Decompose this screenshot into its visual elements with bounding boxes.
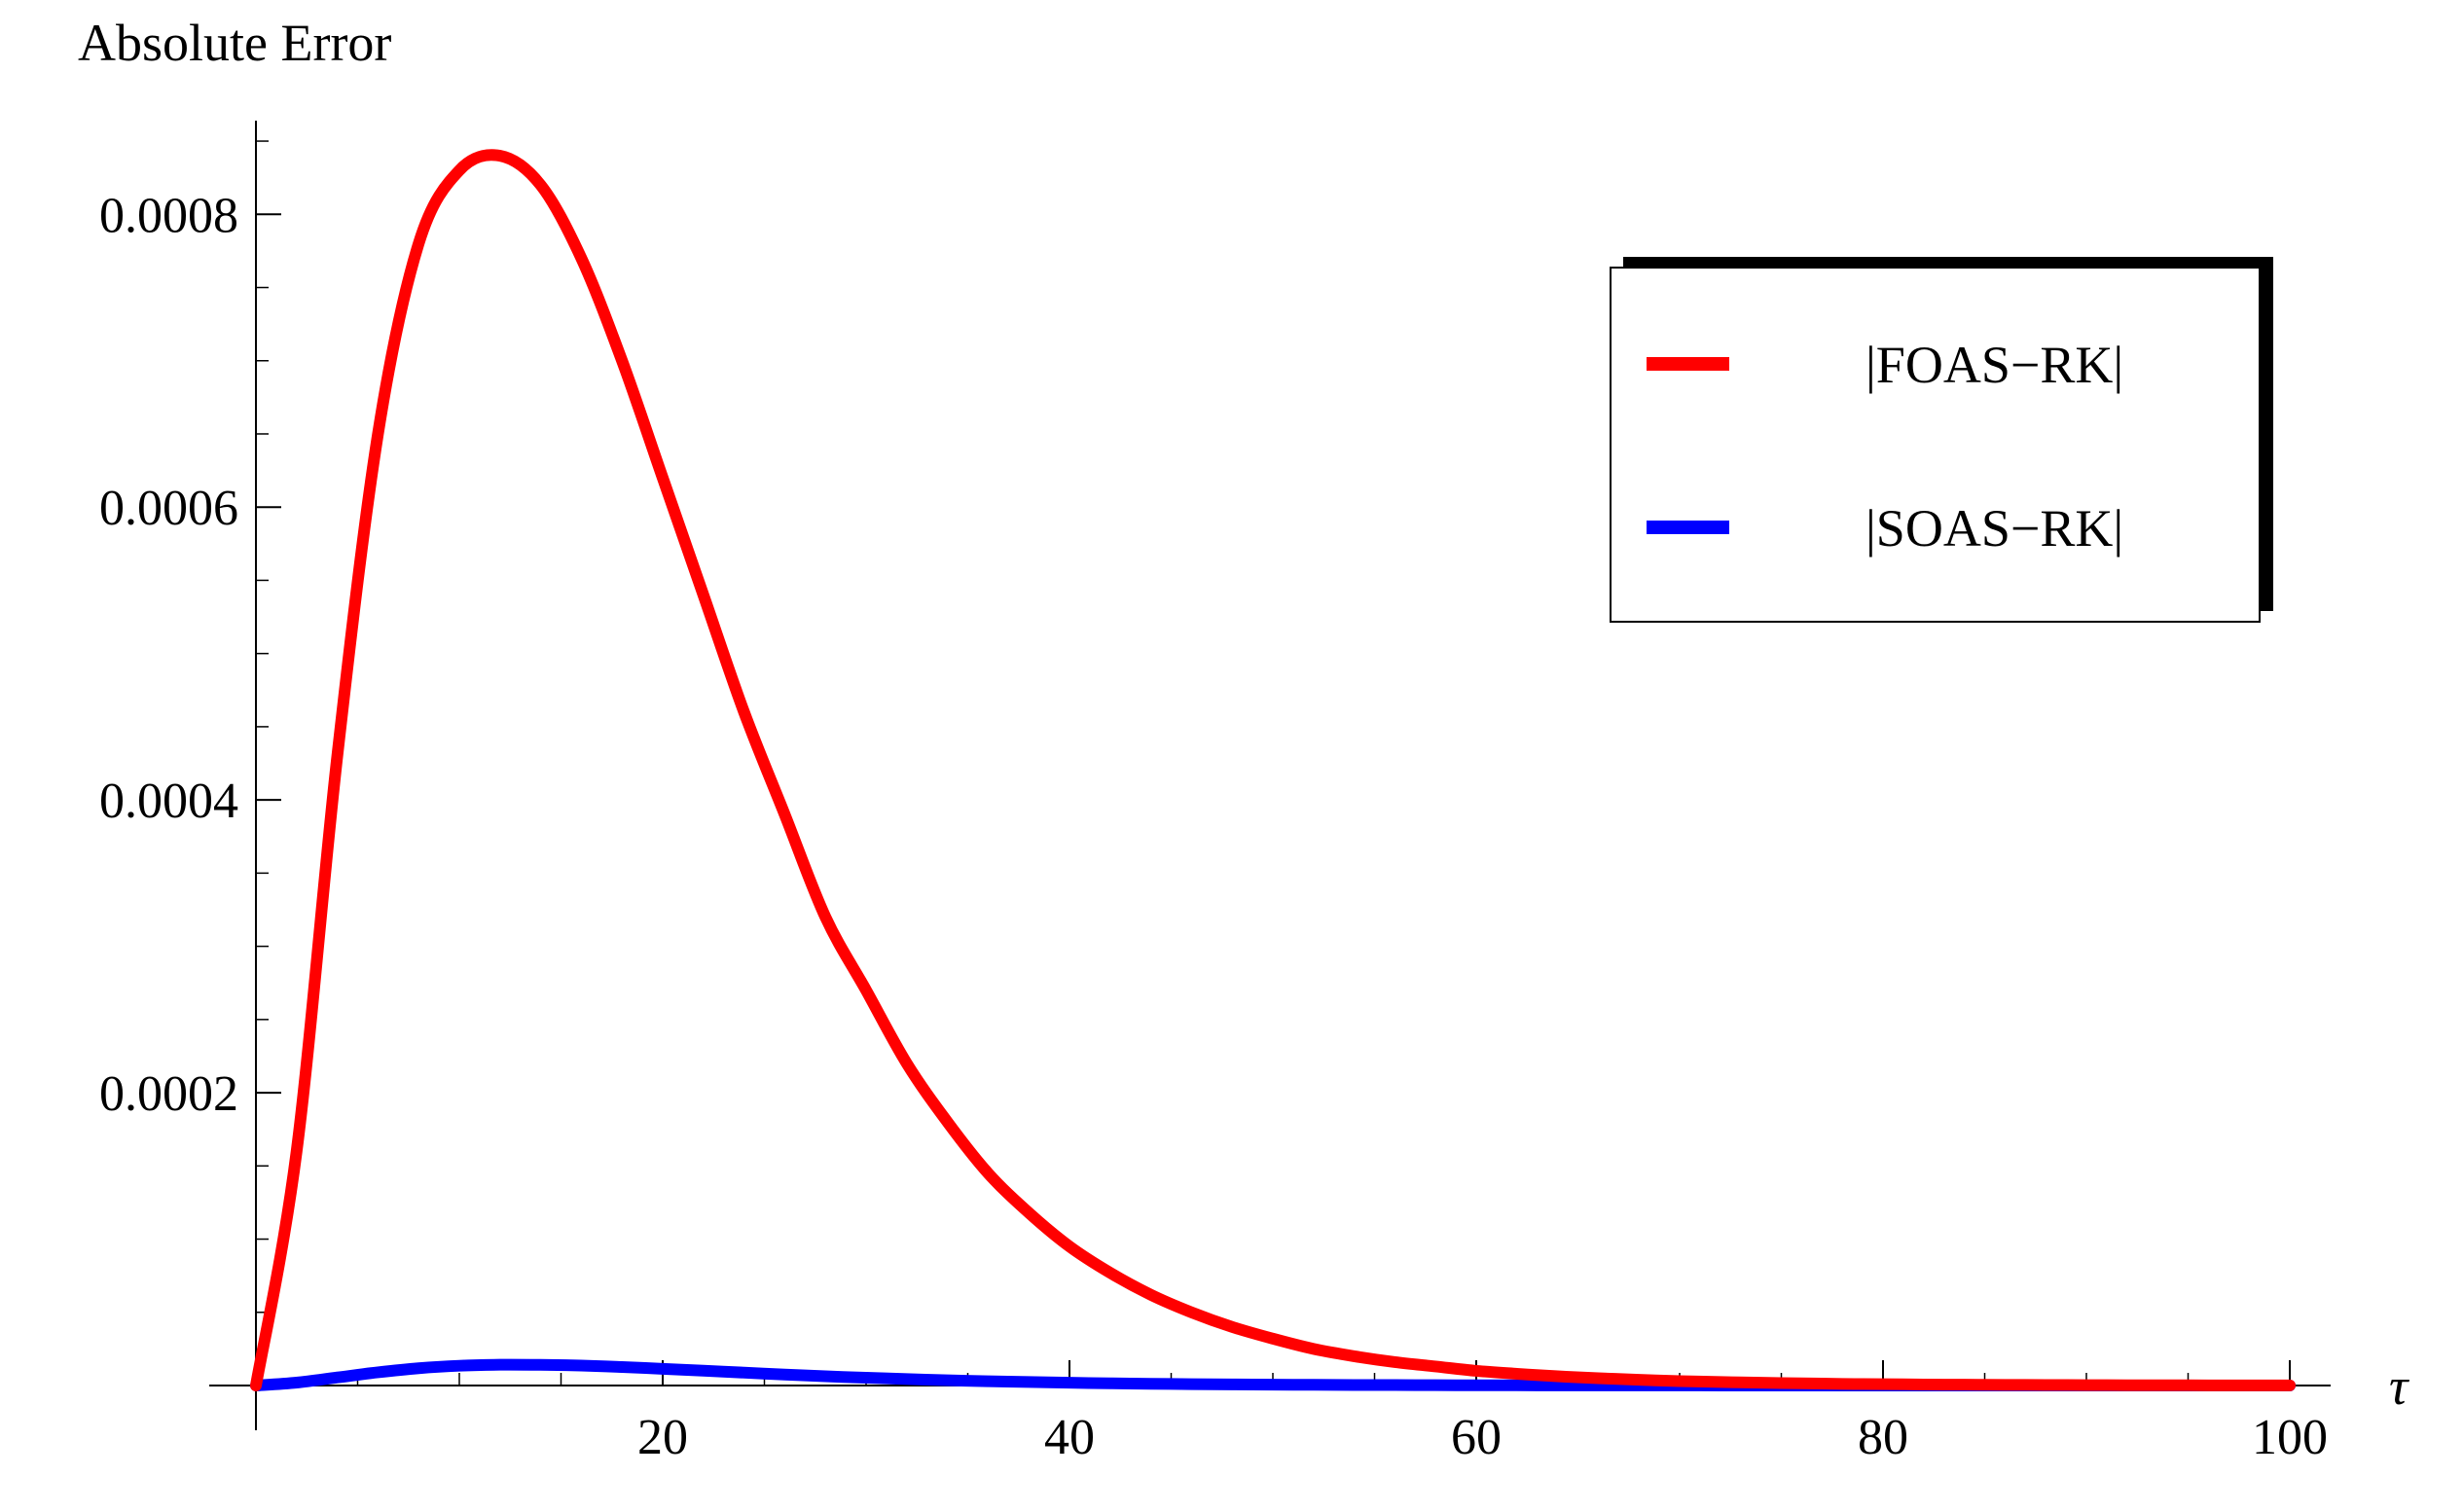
- x-tick-label: 100: [2252, 1410, 2328, 1465]
- y-tick-label: 0.0002: [99, 1066, 238, 1122]
- x-axis-title: τ: [2389, 1357, 2409, 1416]
- series-line-foas-rk: [250, 149, 2296, 1391]
- x-tick-label: 80: [1858, 1410, 1908, 1465]
- legend-label-foas: |FOAS−RK|: [1865, 336, 2123, 394]
- x-ticks: 20 40 60 80 100: [637, 1360, 2328, 1465]
- y-ticks: 0.0002 0.0004 0.0006 0.0008: [99, 188, 281, 1122]
- series-layer: [250, 149, 2296, 1391]
- x-tick-label: 60: [1451, 1410, 1502, 1465]
- legend-label-soas: |SOAS−RK|: [1865, 499, 2123, 558]
- y-tick-label: 0.0004: [99, 774, 238, 829]
- y-tick-label: 0.0006: [99, 481, 238, 536]
- legend: |FOAS−RK| |SOAS−RK|: [1610, 257, 2273, 623]
- y-tick-label: 0.0008: [99, 188, 238, 243]
- legend-box: [1610, 267, 2261, 623]
- x-tick-label: 20: [637, 1410, 688, 1465]
- x-tick-label: 40: [1044, 1410, 1095, 1465]
- y-axis-title: Absolute Error: [78, 14, 391, 72]
- y-minor-ticks: [256, 140, 269, 1314]
